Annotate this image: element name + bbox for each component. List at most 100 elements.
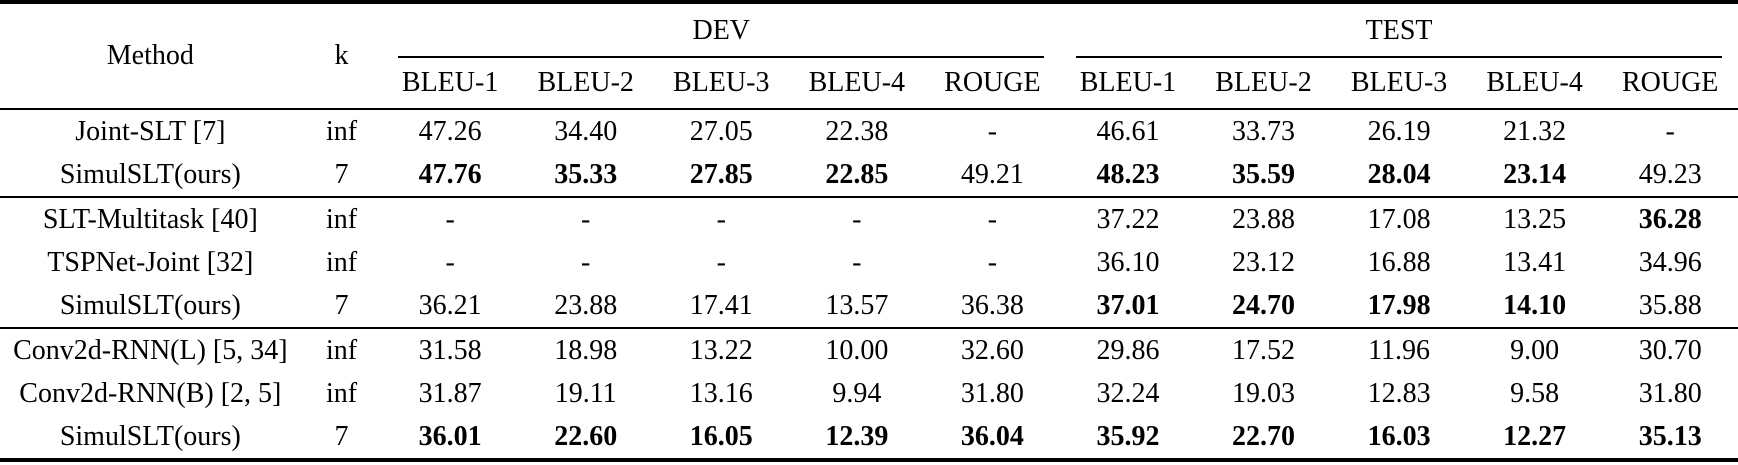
value-cell: 49.21 [924,153,1061,198]
value-cell: 47.76 [382,153,518,198]
value-cell: 27.05 [689,115,753,147]
col-header-dev-bleu1: BLEU-1 [382,58,518,110]
table-row: TSPNet-Joint [32] inf - - - - - 36.10 23.12 16.88… [0,241,1738,284]
value-cell: 36.04 [960,420,1024,452]
col-header-dev-bleu4: BLEU-4 [789,58,925,110]
value-cell: 13.57 [789,284,925,329]
group-header-dev: DEV [382,2,1060,58]
value-cell: 46.61 [1096,115,1160,147]
table-row: SimulSLT(ours) 7 36.21 23.88 17.41 13.57 36.38… [0,284,1738,329]
value-cell: 35.88 [1602,284,1738,329]
value-cell: 12.83 [1367,377,1431,409]
value-cell: 23.88 [517,284,654,329]
value-cell: - [987,246,998,278]
table-group-1: Joint-SLT [7] inf 47.26 34.40 27.05 22.38 - 46.… [0,109,1738,198]
value-cell: 32.24 [1096,377,1160,409]
value-cell: 47.26 [418,115,482,147]
col-header-dev-bleu3: BLEU-3 [653,58,790,110]
value-cell: 13.25 [1503,203,1567,235]
value-cell: - [716,246,726,278]
value-cell: 49.23 [1602,153,1738,198]
value-cell: 36.21 [382,284,518,329]
col-header-k: k [300,2,383,110]
value-cell: 14.10 [1466,284,1603,329]
value-cell: 24.70 [1195,284,1332,329]
value-cell: - [987,203,998,235]
value-cell: 17.52 [1232,334,1295,366]
value-cell: 36.01 [418,420,482,452]
value-cell: - [445,203,455,235]
value-cell: 26.19 [1367,115,1431,147]
table-group-3: Conv2d-RNN(L) [5, 34] inf 31.58 18.98 13.22 1… [0,328,1738,460]
value-cell: 13.41 [1503,246,1567,278]
col-header-test-rouge: ROUGE [1602,58,1738,110]
group-header-dev-label: DEV [398,7,1045,58]
value-cell: 23.12 [1232,246,1295,278]
value-cell: - [716,203,726,235]
value-cell: 18.98 [554,334,618,366]
k-cell: inf [325,115,358,147]
value-cell: 16.03 [1367,420,1431,452]
group-header-test: TEST [1060,2,1738,58]
method-cell: SimulSLT(ours) [59,420,241,452]
value-cell: 22.85 [789,153,925,198]
value-cell: 12.39 [825,420,889,452]
value-cell: 37.22 [1096,203,1160,235]
value-cell: 30.70 [1638,334,1702,366]
value-cell: 9.58 [1510,377,1560,409]
value-cell: - [852,203,862,235]
group-header-row: Method k DEV TEST [0,2,1738,110]
value-cell: 28.04 [1331,153,1467,198]
value-cell: 22.70 [1232,420,1295,452]
k-cell: 7 [300,284,383,329]
table-row: SimulSLT(ours) 7 36.01 22.60 16.05 12.39 36.04… [0,415,1738,460]
value-cell: 21.32 [1503,115,1567,147]
value-cell: 13.22 [689,334,753,366]
value-cell: 11.96 [1368,334,1431,366]
value-cell: 27.85 [653,153,790,198]
value-cell: 9.00 [1510,334,1560,366]
value-cell: 16.88 [1367,246,1431,278]
table-row: Joint-SLT [7] inf 47.26 34.40 27.05 22.38 - 46.… [0,109,1738,153]
value-cell: 9.94 [832,377,882,409]
value-cell: 13.16 [689,377,753,409]
col-header-test-bleu2: BLEU-2 [1195,58,1332,110]
table-row: SLT-Multitask [40] inf - - - - - 37.22 23.88 17.0… [0,197,1738,241]
value-cell: 35.92 [1096,420,1160,452]
method-cell: SimulSLT(ours) [0,284,301,329]
value-cell: - [852,246,862,278]
table-row: SimulSLT(ours) 7 47.76 35.33 27.85 22.85 49.21… [0,153,1738,198]
col-header-dev-bleu2: BLEU-2 [517,58,654,110]
k-cell: 7 [300,153,383,198]
table-group-2: SLT-Multitask [40] inf - - - - - 37.22 23.88 17.0… [0,197,1738,329]
table-header: Method k DEV TEST BLEU-1 BLEU-2 BLEU-3 B… [0,2,1738,110]
value-cell: 23.88 [1232,203,1295,235]
value-cell: 33.73 [1232,115,1295,147]
value-cell: 22.38 [825,115,889,147]
col-header-test-bleu1: BLEU-1 [1060,58,1196,110]
value-cell: 34.40 [554,115,618,147]
value-cell: 19.11 [554,377,617,409]
value-cell: - [1665,115,1675,147]
value-cell: 31.87 [418,377,482,409]
method-cell: Conv2d-RNN(B) [2, 5] [19,377,282,409]
method-cell: Conv2d-RNN(L) [5, 34] [13,334,288,366]
table-row: Conv2d-RNN(L) [5, 34] inf 31.58 18.98 13.22 1… [0,328,1738,372]
value-cell: 22.60 [554,420,618,452]
value-cell: - [987,115,998,147]
value-cell: 17.08 [1367,203,1431,235]
value-cell: 37.01 [1060,284,1196,329]
metric-header-row: BLEU-1 BLEU-2 BLEU-3 BLEU-4 ROUGE BLEU-1… [0,58,1738,110]
value-cell: - [581,246,591,278]
value-cell: 32.60 [960,334,1024,366]
k-cell: inf [325,246,358,278]
value-cell: 36.38 [924,284,1061,329]
k-cell: inf [325,377,358,409]
value-cell: 36.28 [1638,203,1702,235]
k-cell: inf [325,203,358,235]
value-cell: - [445,246,455,278]
value-cell: 23.14 [1466,153,1603,198]
value-cell: 10.00 [825,334,889,366]
